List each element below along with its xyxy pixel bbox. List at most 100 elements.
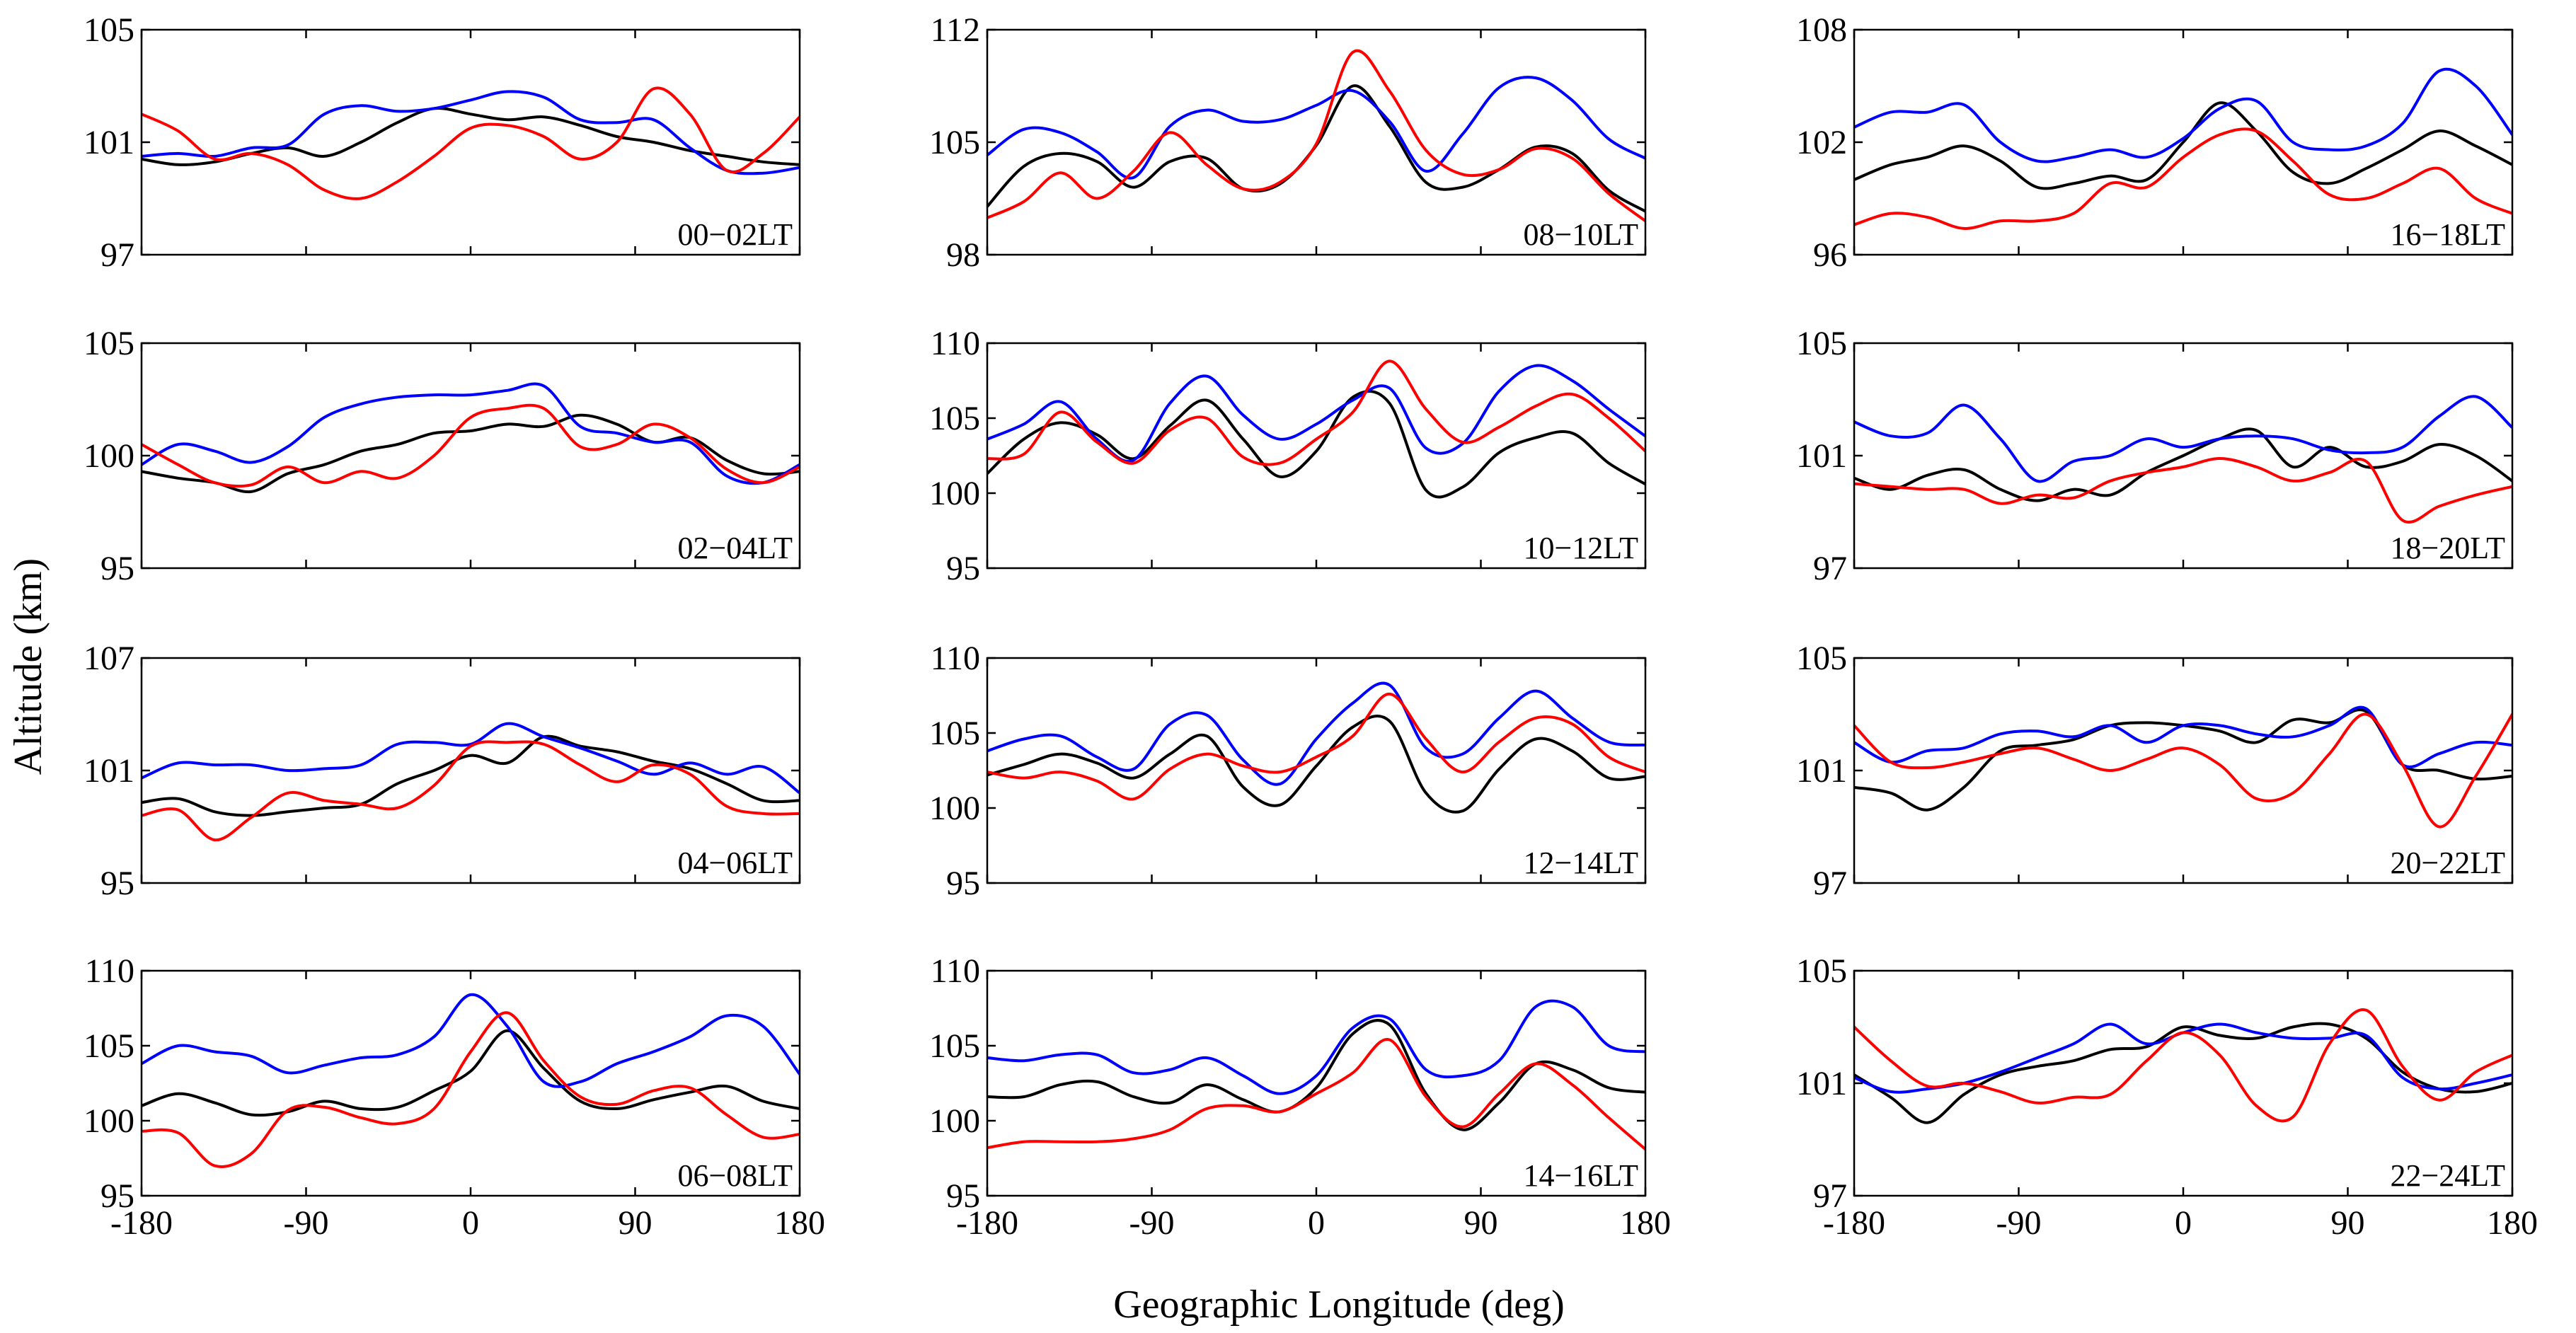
panel-label: 10−12LT [1523,531,1638,565]
panel-label: 22−24LT [2390,1158,2505,1193]
panel-label: 12−14LT [1523,846,1638,880]
series-line-blue [142,722,800,795]
y-tick-label: 100 [929,475,980,512]
x-tick-label: -90 [284,1204,329,1242]
series-group [987,999,1645,1151]
y-axis-title: Altitude (km) [6,558,50,775]
y-tick-label: 108 [1796,11,1847,49]
subplot-8: 95 100 105 110 -180 -90 0 90 180 14−16LT [929,952,1671,1242]
series-line-blue [142,993,800,1088]
y-tick-label: 105 [929,400,980,437]
x-tick-label: 90 [1464,1204,1498,1242]
series-line-red [1854,712,2512,829]
panel-label: 04−06LT [677,846,793,880]
subplot-11: 97 101 105 20−22LT [1796,640,2514,902]
y-tick-label: 105 [84,11,134,49]
x-tick-label: 90 [619,1204,652,1242]
y-tick-label: 105 [84,325,134,362]
y-tick-label: 97 [100,236,134,274]
series-line-black [987,389,1645,499]
y-tick-label: 97 [1813,865,1847,902]
panel-label: 02−04LT [677,531,793,565]
x-tick-label: 180 [1620,1204,1671,1242]
y-tick-label: 100 [929,1102,980,1140]
panel-label: 14−16LT [1523,1158,1638,1193]
x-tick-label: -90 [1996,1204,2042,1242]
panels-group: 97 101 105 00−02LT 95 100 105 02−04LT 95 101 107 04… [84,11,2538,1242]
y-tick-label: 105 [1796,952,1847,990]
series-line-blue [142,382,800,485]
y-tick-label: 105 [929,1027,980,1065]
y-tick-label: 101 [84,124,134,161]
series-line-black [987,714,1645,814]
series-line-blue [987,999,1645,1095]
x-tick-label: 180 [2487,1204,2538,1242]
subplot-2: 95 100 105 02−04LT [84,325,801,587]
series-line-black [142,1029,800,1117]
series-line-blue [142,90,800,175]
panel-label: 08−10LT [1523,217,1638,252]
series-group [1854,67,2512,230]
series-line-blue [1854,395,2512,483]
y-tick-label: 95 [100,865,134,902]
y-tick-label: 100 [84,1102,134,1140]
y-tick-label: 97 [1813,1177,1847,1215]
y-tick-label: 105 [929,715,980,752]
panel-label: 20−22LT [2390,846,2505,880]
y-tick-label: 95 [946,865,980,902]
panel-label: 18−20LT [2390,531,2505,565]
series-line-black [142,413,800,494]
series-group [142,722,800,842]
x-tick-label: 90 [2331,1204,2365,1242]
y-tick-label: 97 [1813,550,1847,587]
series-line-red [987,49,1645,223]
series-line-black [1854,1022,2512,1124]
x-tick-label: -180 [110,1204,173,1242]
panel-label: 00−02LT [677,217,793,252]
series-line-red [987,1038,1645,1151]
y-tick-label: 101 [1796,437,1847,475]
series-group [987,359,1645,499]
subplot-6: 95 100 105 110 10−12LT [929,325,1647,587]
panel-label: 16−18LT [2390,217,2505,252]
y-tick-label: 107 [84,640,134,677]
series-line-red [1854,457,2512,524]
y-tick-label: 112 [931,11,980,49]
subplot-4: 95 100 105 110 -180 -90 0 90 180 06−08LT [84,952,825,1242]
series-line-blue [987,364,1645,463]
y-tick-label: 105 [84,1027,134,1065]
x-tick-label: -180 [1823,1204,1885,1242]
y-tick-label: 110 [931,640,980,677]
series-line-red [142,403,800,488]
series-group [142,86,800,200]
series-line-blue [987,76,1645,180]
y-tick-label: 95 [100,550,134,587]
series-group [142,382,800,494]
y-tick-label: 96 [1813,236,1847,274]
series-line-red [987,692,1645,801]
x-tick-label: -180 [956,1204,1018,1242]
x-tick-label: 0 [462,1204,479,1242]
x-tick-label: -90 [1129,1204,1175,1242]
series-group [987,49,1645,223]
x-tick-label: 180 [774,1204,825,1242]
y-tick-label: 101 [84,752,134,790]
y-tick-label: 95 [100,1177,134,1215]
y-tick-label: 110 [85,952,134,990]
y-tick-label: 105 [929,124,980,161]
series-group [987,681,1645,814]
y-tick-label: 101 [1796,752,1847,790]
y-tick-label: 100 [84,437,134,475]
y-tick-label: 95 [946,1177,980,1215]
y-tick-label: 102 [1796,124,1847,161]
y-tick-label: 105 [1796,640,1847,677]
series-group [1854,705,2512,829]
panel-label: 06−08LT [677,1158,793,1193]
subplot-12: 97 101 105 -180 -90 0 90 180 22−24LT [1796,952,2538,1242]
y-tick-label: 100 [929,790,980,827]
y-tick-label: 110 [931,952,980,990]
y-tick-label: 110 [931,325,980,362]
x-tick-label: 0 [1308,1204,1325,1242]
series-line-blue [1854,67,2512,163]
series-line-red [1854,127,2512,230]
